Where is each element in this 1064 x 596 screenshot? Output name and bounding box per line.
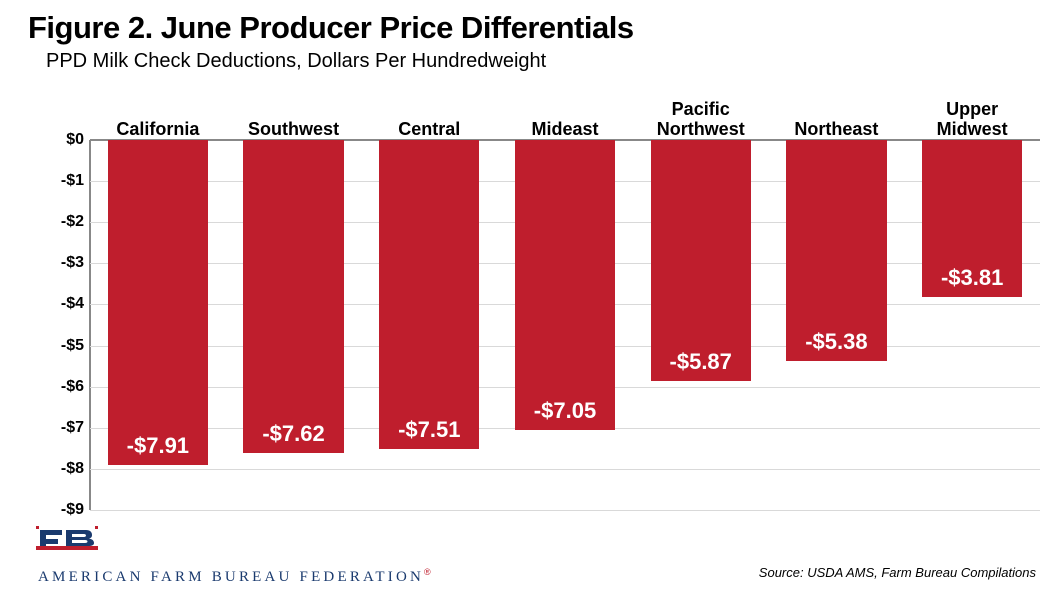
- bar-value-label: -$7.91: [112, 433, 204, 459]
- y-tick-label: -$2: [61, 213, 84, 231]
- category-label: PacificNorthwest: [657, 99, 745, 140]
- bar-value-label: -$3.81: [926, 265, 1018, 291]
- brand-logo: AMERICAN FARM BUREAU FEDERATION®: [36, 526, 431, 586]
- category-label: Mideast: [531, 119, 598, 140]
- bar: [379, 140, 479, 449]
- category-label: Southwest: [248, 119, 339, 140]
- y-tick-label: -$3: [61, 254, 84, 272]
- bar: [108, 140, 208, 465]
- category-label: UpperMidwest: [937, 99, 1008, 140]
- category-label: Northeast: [794, 119, 878, 140]
- y-tick-label: -$7: [61, 419, 84, 437]
- y-tick-label: $0: [66, 131, 84, 149]
- y-tick-label: -$4: [61, 295, 84, 313]
- source-attribution: Source: USDA AMS, Farm Bureau Compilatio…: [759, 565, 1036, 580]
- bar-value-label: -$7.05: [519, 398, 611, 424]
- y-tick-label: -$1: [61, 172, 84, 190]
- registered-mark-icon: ®: [424, 567, 431, 577]
- y-tick-label: -$9: [61, 501, 84, 519]
- plot-area: -$7.91 -$7.62 -$7.51 -$7.05 -$5.87 -$5.38 -$3.…: [90, 140, 1040, 510]
- bar: [515, 140, 615, 430]
- bar: [651, 140, 751, 381]
- category-label: California: [116, 119, 199, 140]
- bars-group: -$7.91 -$7.62 -$7.51 -$7.05 -$5.87 -$5.38 -$3.…: [90, 140, 1040, 510]
- category-label: Central: [398, 119, 460, 140]
- fb-mark-icon: [36, 526, 98, 567]
- bar: [786, 140, 886, 361]
- gridline: [90, 510, 1040, 511]
- bar-value-label: -$5.38: [790, 329, 882, 355]
- bar-value-label: -$7.62: [247, 421, 339, 447]
- chart-title: Figure 2. June Producer Price Differenti…: [28, 10, 634, 46]
- y-tick-label: -$6: [61, 378, 84, 396]
- bar: [243, 140, 343, 453]
- y-tick-label: -$5: [61, 337, 84, 355]
- chart-container: Figure 2. June Producer Price Differenti…: [0, 0, 1064, 596]
- y-axis: $0-$1-$2-$3-$4-$5-$6-$7-$8-$9: [44, 140, 90, 510]
- bar-value-label: -$7.51: [383, 417, 475, 443]
- category-labels: California Southwest Central Mideast Pacific…: [90, 86, 1040, 140]
- bar-value-label: -$5.87: [655, 349, 747, 375]
- brand-name: AMERICAN FARM BUREAU FEDERATION: [38, 569, 424, 586]
- y-tick-label: -$8: [61, 460, 84, 478]
- chart-subtitle: PPD Milk Check Deductions, Dollars Per H…: [46, 50, 546, 73]
